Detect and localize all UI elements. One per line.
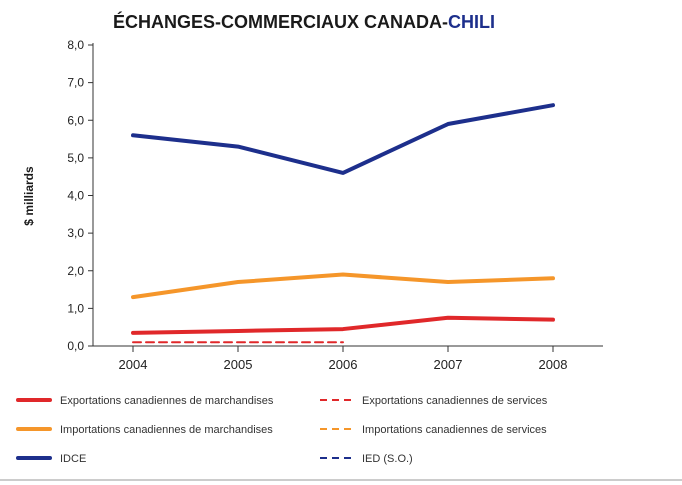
legend-label: IDCE [60,453,86,465]
y-tick-label: 8,0 [67,38,84,52]
y-tick-label: 1,0 [67,301,84,315]
legend: Exportations canadiennes de marchandises… [0,395,682,481]
y-axis-label: $ milliards [22,166,36,226]
x-tick-label: 2005 [224,357,253,372]
x-tick-label: 2004 [119,357,148,372]
series-line-3 [131,272,555,300]
y-tick-label: 3,0 [67,226,84,240]
y-tick-label: 5,0 [67,151,84,165]
x-tick-label: 2008 [539,357,568,372]
x-tick-label: 2006 [329,357,358,372]
axes: 0,0 1,0 2,0 3,0 4,0 5,0 6,0 7,0 8,0 2004 2005 2006 2… [67,38,603,372]
legend-label: Exportations canadiennes de marchandises [60,395,274,407]
y-tick-label: 4,0 [67,189,84,203]
legend-label: Exportations canadiennes de services [362,395,548,407]
legend-label: IED (S.O.) [362,453,413,465]
y-tick-label: 7,0 [67,76,84,90]
series-line-5 [131,103,555,175]
x-tick-label: 2007 [434,357,463,372]
y-tick-label: 2,0 [67,264,84,278]
y-tick-label: 6,0 [67,113,84,127]
y-tick-label: 0,0 [67,339,84,353]
chart-title-highlight: CHILI [448,12,495,32]
chart-title: ÉCHANGES-COMMERCIAUX CANADA-CHILI [113,11,495,32]
chart-title-main: ÉCHANGES-COMMERCIAUX CANADA- [113,11,448,32]
legend-label: Importations canadiennes de marchandises [60,424,273,436]
legend-label: Importations canadiennes de services [362,424,547,436]
series-line-1 [131,315,555,335]
series-lines [131,103,555,344]
